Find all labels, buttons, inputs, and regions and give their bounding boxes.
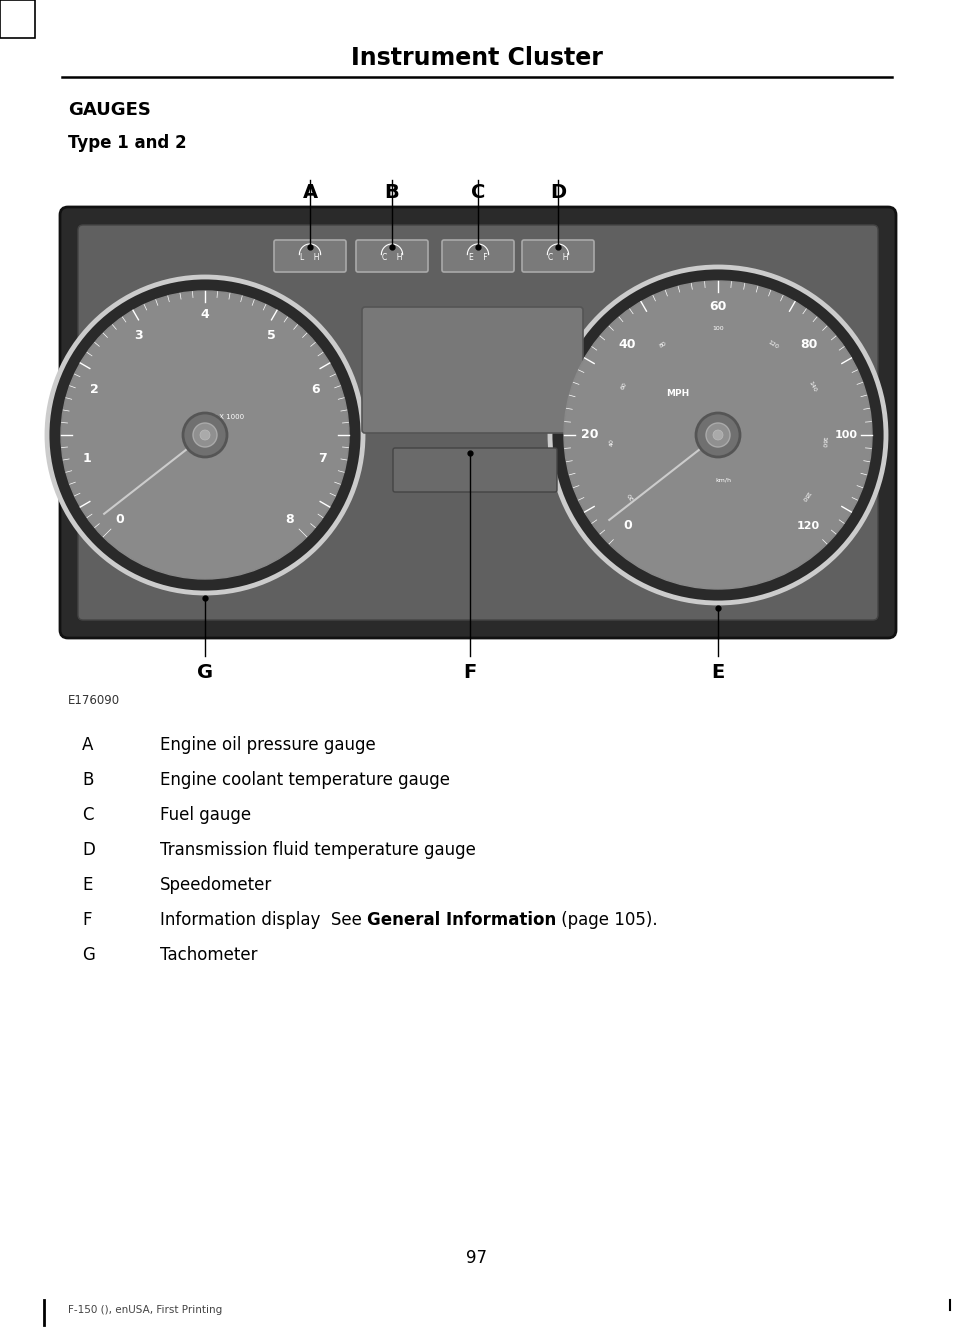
FancyBboxPatch shape bbox=[355, 241, 428, 272]
Text: 80: 80 bbox=[658, 340, 667, 348]
Circle shape bbox=[200, 431, 210, 440]
Text: E: E bbox=[82, 876, 92, 894]
Text: 97: 97 bbox=[466, 1249, 487, 1267]
Text: 100: 100 bbox=[712, 327, 723, 331]
Text: B: B bbox=[82, 771, 93, 789]
Text: Speedometer: Speedometer bbox=[160, 876, 272, 894]
Circle shape bbox=[550, 267, 885, 603]
FancyBboxPatch shape bbox=[393, 448, 557, 492]
Circle shape bbox=[193, 423, 216, 447]
Text: Engine oil pressure gauge: Engine oil pressure gauge bbox=[160, 736, 375, 754]
Text: G: G bbox=[196, 663, 213, 683]
FancyBboxPatch shape bbox=[78, 225, 877, 621]
FancyBboxPatch shape bbox=[274, 241, 346, 272]
Text: Transmission fluid temperature gauge: Transmission fluid temperature gauge bbox=[160, 841, 476, 859]
Text: 40: 40 bbox=[618, 338, 636, 351]
Text: RPM X 1000: RPM X 1000 bbox=[202, 415, 244, 420]
Text: C    H: C H bbox=[381, 254, 402, 263]
Text: GAUGES: GAUGES bbox=[68, 101, 151, 120]
Text: G: G bbox=[82, 946, 94, 964]
Text: 0: 0 bbox=[115, 513, 125, 526]
Text: F: F bbox=[463, 663, 476, 683]
Text: Tachometer: Tachometer bbox=[160, 946, 257, 964]
Text: (page 105).: (page 105). bbox=[556, 910, 658, 929]
Text: Engine coolant temperature gauge: Engine coolant temperature gauge bbox=[160, 771, 450, 789]
Text: 0: 0 bbox=[622, 520, 631, 532]
Text: A: A bbox=[82, 736, 93, 754]
Circle shape bbox=[183, 413, 227, 457]
Text: E: E bbox=[711, 663, 724, 683]
Text: F: F bbox=[82, 910, 91, 929]
Text: E176090: E176090 bbox=[68, 694, 120, 707]
Text: 1: 1 bbox=[83, 452, 91, 465]
Text: 100: 100 bbox=[834, 431, 857, 440]
Text: 4: 4 bbox=[200, 308, 209, 322]
Text: D: D bbox=[82, 841, 94, 859]
Bar bbox=[0, 0, 35, 39]
Text: 60: 60 bbox=[709, 300, 726, 314]
Text: 120: 120 bbox=[796, 521, 820, 530]
Text: 120: 120 bbox=[766, 339, 779, 350]
Circle shape bbox=[563, 280, 871, 589]
Text: MPH: MPH bbox=[666, 388, 689, 397]
Text: E    F: E F bbox=[468, 254, 487, 263]
FancyBboxPatch shape bbox=[60, 207, 895, 638]
Text: Instrument Cluster: Instrument Cluster bbox=[351, 47, 602, 70]
Circle shape bbox=[705, 423, 729, 447]
Text: 180: 180 bbox=[799, 489, 809, 502]
Text: A: A bbox=[302, 182, 317, 202]
FancyBboxPatch shape bbox=[361, 307, 582, 433]
Circle shape bbox=[47, 276, 363, 593]
Text: 20: 20 bbox=[580, 428, 598, 441]
Circle shape bbox=[712, 431, 722, 440]
Text: 3: 3 bbox=[133, 328, 143, 342]
Text: 140: 140 bbox=[806, 380, 816, 392]
Circle shape bbox=[696, 413, 740, 457]
Text: Information display  See: Information display See bbox=[160, 910, 367, 929]
Text: 7: 7 bbox=[318, 452, 327, 465]
Text: B: B bbox=[384, 182, 399, 202]
Text: L    H: L H bbox=[300, 254, 319, 263]
Text: C    H: C H bbox=[547, 254, 568, 263]
FancyBboxPatch shape bbox=[441, 241, 514, 272]
Text: 8: 8 bbox=[285, 513, 294, 526]
Text: Type 1 and 2: Type 1 and 2 bbox=[68, 134, 187, 152]
Text: km/h: km/h bbox=[714, 477, 730, 482]
Text: 6: 6 bbox=[312, 383, 320, 396]
Text: 5: 5 bbox=[267, 328, 275, 342]
Text: General Information: General Information bbox=[367, 910, 556, 929]
Circle shape bbox=[61, 291, 349, 579]
Text: 2: 2 bbox=[90, 383, 98, 396]
Text: F-150 (), enUSA, First Printing: F-150 (), enUSA, First Printing bbox=[68, 1305, 222, 1314]
Text: D: D bbox=[549, 182, 565, 202]
Text: 20: 20 bbox=[626, 492, 635, 501]
FancyBboxPatch shape bbox=[521, 241, 594, 272]
Text: 40: 40 bbox=[609, 437, 615, 447]
Text: C: C bbox=[82, 805, 93, 824]
Text: 80: 80 bbox=[799, 338, 817, 351]
Text: C: C bbox=[471, 182, 485, 202]
Text: 160: 160 bbox=[820, 436, 826, 448]
Text: Fuel gauge: Fuel gauge bbox=[160, 805, 251, 824]
Text: 60: 60 bbox=[619, 381, 627, 391]
